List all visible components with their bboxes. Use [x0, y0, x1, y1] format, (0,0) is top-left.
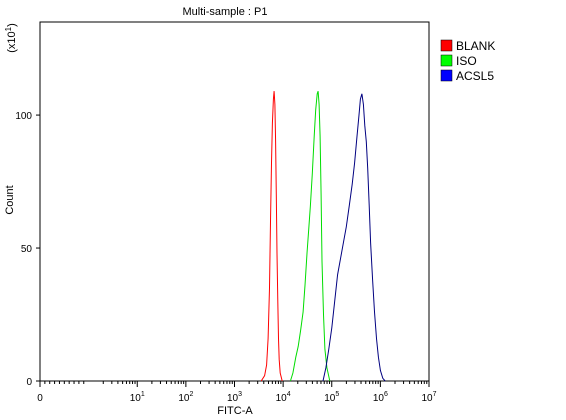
- x-tick-label: 105: [324, 391, 339, 404]
- x-tick-label: 106: [373, 391, 388, 404]
- y-tick-label: 100: [15, 111, 32, 122]
- x-axis: 0 101 102 103 104 105 106 107: [37, 381, 437, 404]
- y-axis: 0 50 100: [15, 111, 40, 388]
- y-tick-label: 0: [26, 377, 32, 388]
- histogram-series: [260, 90, 386, 382]
- legend-swatch-acsl5: [440, 69, 453, 82]
- legend-label-acsl5: ACSL5: [456, 69, 494, 83]
- series-line-acsl5: [322, 93, 386, 382]
- y-tick-label: 50: [21, 244, 33, 255]
- legend-swatch-iso: [440, 54, 453, 67]
- x-tick-label: 102: [178, 391, 193, 404]
- x-tick-label: 104: [276, 391, 291, 404]
- series-line-blank: [260, 91, 283, 382]
- x-tick-label: 0: [37, 393, 43, 404]
- plot-area-frame: [39, 21, 430, 382]
- legend-label-blank: BLANK: [456, 39, 495, 53]
- x-tick-label: 103: [227, 391, 242, 404]
- legend-label-iso: ISO: [456, 54, 477, 68]
- y-multiplier-label: (x101): [4, 23, 18, 53]
- x-tick-label: 101: [130, 391, 145, 404]
- x-tick-label: 107: [421, 391, 436, 404]
- y-axis-title: Count: [4, 185, 16, 214]
- legend-swatch-blank: [440, 39, 453, 52]
- series-line-iso: [289, 90, 331, 382]
- x-axis-title: FITC-A: [217, 405, 253, 417]
- chart-title: Multi-sample : P1: [183, 6, 268, 18]
